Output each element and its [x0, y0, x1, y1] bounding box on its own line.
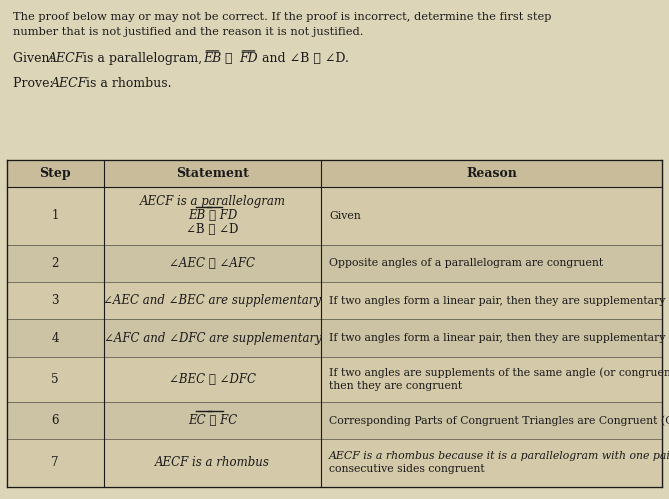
Text: number that is not justified and the reason it is not justified.: number that is not justified and the rea… — [13, 27, 364, 37]
Text: 2: 2 — [52, 256, 59, 270]
Text: AECF is a rhombus: AECF is a rhombus — [155, 456, 270, 470]
Text: consecutive sides congruent: consecutive sides congruent — [329, 464, 485, 475]
Bar — [7, 187, 662, 245]
Text: is a rhombus.: is a rhombus. — [82, 77, 171, 90]
Text: Given:: Given: — [13, 52, 58, 65]
Bar — [7, 160, 662, 187]
Text: 4: 4 — [52, 331, 59, 345]
Text: Step: Step — [39, 167, 71, 180]
Text: ∠AEC and ∠BEC are supplementary: ∠AEC and ∠BEC are supplementary — [104, 294, 321, 307]
Text: ∠BEC ≅ ∠DFC: ∠BEC ≅ ∠DFC — [169, 373, 256, 386]
Text: The proof below may or may not be correct. If the proof is incorrect, determine : The proof below may or may not be correc… — [13, 12, 552, 22]
Text: and ∠B ≅ ∠D.: and ∠B ≅ ∠D. — [258, 52, 349, 65]
Text: ≅: ≅ — [221, 52, 237, 65]
Text: Reason: Reason — [466, 167, 517, 180]
Text: Opposite angles of a parallelogram are congruent: Opposite angles of a parallelogram are c… — [329, 258, 603, 268]
Bar — [7, 319, 662, 357]
Text: is a parallelogram,: is a parallelogram, — [79, 52, 206, 65]
Text: EB ≅ FD: EB ≅ FD — [188, 209, 237, 223]
Text: If two angles form a linear pair, then they are supplementary: If two angles form a linear pair, then t… — [329, 295, 666, 306]
Text: EB: EB — [203, 52, 221, 65]
Bar — [7, 282, 662, 319]
Text: Corresponding Parts of Congruent Triangles are Congruent (CPCTC): Corresponding Parts of Congruent Triangl… — [329, 415, 669, 426]
Text: 1: 1 — [52, 209, 59, 223]
Text: AECF is a rhombus because it is a parallelogram with one pair of: AECF is a rhombus because it is a parall… — [329, 451, 669, 462]
Bar — [7, 402, 662, 439]
Text: FD: FD — [240, 52, 258, 65]
Text: 3: 3 — [52, 294, 59, 307]
Text: If two angles form a linear pair, then they are supplementary: If two angles form a linear pair, then t… — [329, 333, 666, 343]
Text: Prove:: Prove: — [13, 77, 58, 90]
Text: 7: 7 — [52, 456, 59, 470]
Text: ∠AEC ≅ ∠AFC: ∠AEC ≅ ∠AFC — [169, 256, 256, 270]
Text: 5: 5 — [52, 373, 59, 386]
Text: AECF is a parallelogram: AECF is a parallelogram — [139, 195, 286, 209]
Bar — [7, 357, 662, 402]
Text: ∠B ≅ ∠D: ∠B ≅ ∠D — [186, 223, 239, 237]
Bar — [7, 245, 662, 282]
Text: then they are congruent: then they are congruent — [329, 381, 462, 391]
Bar — [7, 160, 662, 487]
Bar — [7, 439, 662, 487]
Text: Given: Given — [329, 211, 361, 221]
Text: AECF: AECF — [48, 52, 84, 65]
Text: 6: 6 — [52, 414, 59, 427]
Text: AECF: AECF — [51, 77, 87, 90]
Text: EC ≅ FC: EC ≅ FC — [188, 414, 237, 427]
Text: Statement: Statement — [176, 167, 249, 180]
Text: If two angles are supplements of the same angle (or congruent angles),: If two angles are supplements of the sam… — [329, 367, 669, 378]
Text: ∠AFC and ∠DFC are supplementary: ∠AFC and ∠DFC are supplementary — [104, 331, 321, 345]
